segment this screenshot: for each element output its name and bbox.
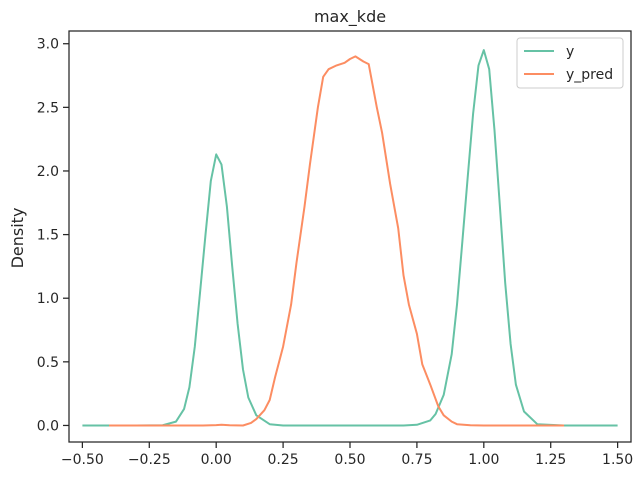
legend-label-y-pred: y_pred: [566, 67, 613, 83]
y-tick-label: 1.0: [37, 291, 59, 307]
y-axis-label: Density: [8, 208, 27, 269]
x-axis: −0.50 −0.25 0.00 0.25 0.50 0.75 1.00 1.25 1.50: [61, 442, 633, 468]
chart-title: max_kde: [314, 7, 386, 27]
x-tick-label: 0.25: [268, 452, 299, 468]
y-tick-label: 0.5: [37, 355, 59, 371]
x-tick-label: −0.50: [61, 452, 104, 468]
y-tick-label: 1.5: [37, 228, 59, 244]
x-tick-label: 1.50: [602, 452, 633, 468]
x-tick-label: −0.25: [128, 452, 171, 468]
plot-area: [82, 49, 618, 427]
y-tick-label: 3.0: [37, 37, 59, 53]
y-tick-label: 2.5: [37, 100, 59, 116]
y-axis: 0.0 0.5 1.0 1.5 2.0 2.5 3.0: [37, 37, 69, 434]
x-tick-label: 0.50: [334, 452, 365, 468]
x-tick-label: 1.25: [535, 452, 566, 468]
x-tick-label: 1.00: [468, 452, 499, 468]
series-line-y-pred: [109, 55, 565, 427]
y-tick-label: 2.0: [37, 164, 59, 180]
legend-label-y: y: [566, 44, 574, 60]
y-tick-label: 0.0: [37, 418, 59, 434]
series-line-y: [82, 49, 618, 427]
x-tick-label: 0.00: [201, 452, 232, 468]
legend: y y_pred: [516, 37, 624, 89]
x-tick-label: 0.75: [401, 452, 432, 468]
